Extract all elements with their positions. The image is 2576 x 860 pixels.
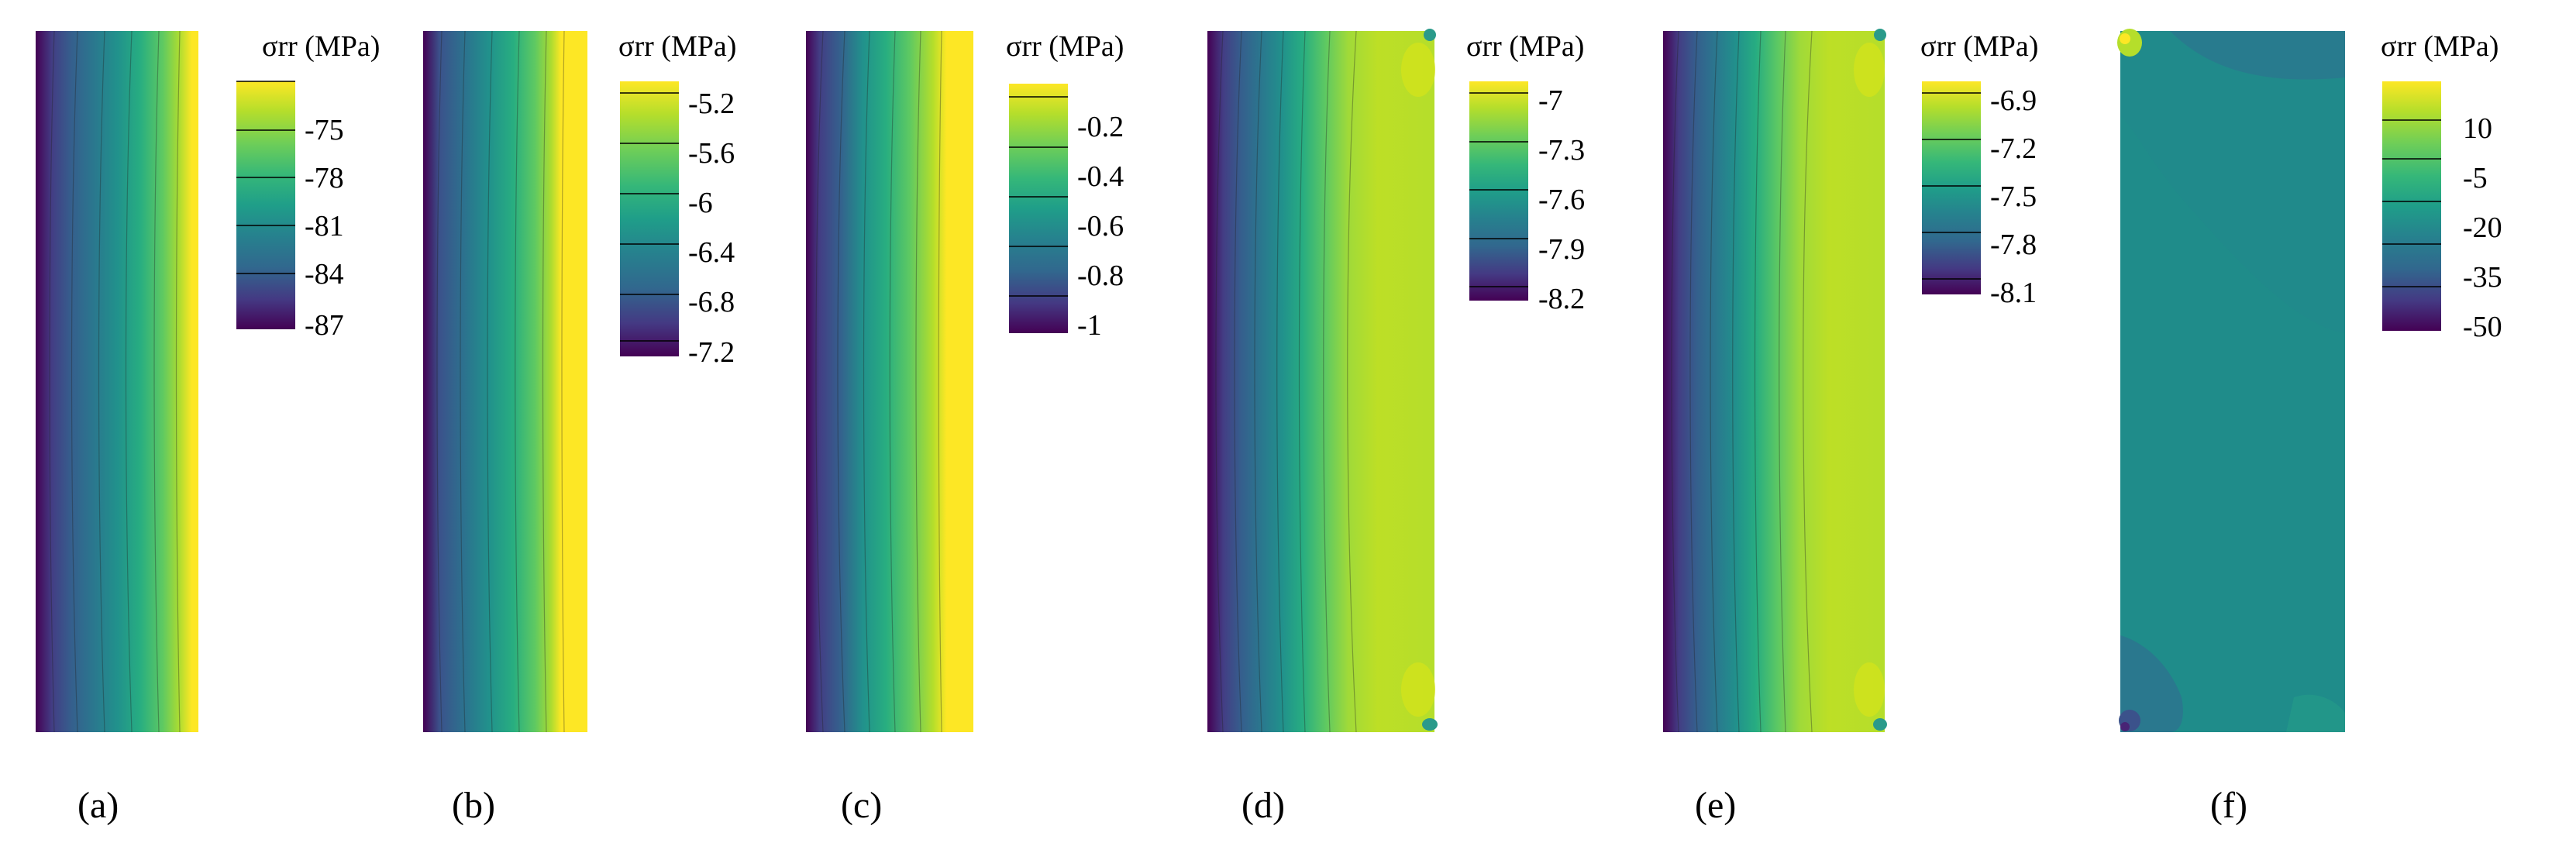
- colorbar-lines-d: [1469, 92, 1528, 287]
- caption-c: (c): [841, 785, 882, 826]
- contour-field-b: [423, 31, 587, 732]
- legend-tick: -0.8: [1077, 260, 1124, 292]
- legend-tick: -20: [2463, 212, 2502, 244]
- legend-tick: -78: [305, 162, 344, 194]
- panel-f: σrr (MPa) 10 -5 -20 -35 -50 (f): [2117, 29, 2502, 826]
- panel-e: σrr (MPa) -6.9 -7.2 -7.5 -7.8 -8.1 (e): [1663, 29, 2038, 826]
- legend-tick: -6.8: [688, 286, 735, 318]
- colorbar-lines-b: [620, 92, 679, 342]
- corner-features-e: [1854, 29, 1887, 731]
- panel-d: σrr (MPa) -7 -7.3 -7.6 -7.9 -8.2 (d): [1207, 29, 1585, 826]
- legend-title-c: σrr (MPa): [1006, 30, 1124, 63]
- legend-tick: -7.6: [1538, 184, 1585, 216]
- contour-lines-d: [1215, 30, 1357, 733]
- legend-tick: -8.1: [1990, 277, 2037, 309]
- legend-a: σrr (MPa) -75 -78 -81 -84 -87: [236, 30, 380, 342]
- legend-tick: -6.4: [688, 236, 735, 269]
- contour-lines-c: [815, 30, 942, 733]
- legend-tick: -6: [688, 187, 713, 219]
- caption-d: (d): [1242, 785, 1285, 826]
- legend-f: σrr (MPa) 10 -5 -20 -35 -50: [2381, 30, 2502, 343]
- contour-lines-a: [49, 30, 181, 733]
- colorbar-lines-f: [2382, 119, 2441, 287]
- colorbar-lines-a: [236, 81, 295, 274]
- legend-b: σrr (MPa) -5.2 -5.6 -6 -6.4 -6.8 -7.2: [618, 30, 736, 369]
- legend-tick: -8.2: [1538, 283, 1585, 315]
- colorbar-b: [620, 81, 679, 356]
- colorbar-d: [1469, 81, 1528, 301]
- legend-tick: -0.4: [1077, 160, 1124, 193]
- contour-lines-b: [436, 30, 565, 733]
- legend-title-a: σrr (MPa): [262, 30, 380, 63]
- legend-tick: -50: [2463, 311, 2502, 343]
- legend-tick: -87: [305, 309, 344, 342]
- colorbar-lines-c: [1009, 96, 1068, 297]
- legend-tick: -5: [2463, 162, 2488, 194]
- colorbar-f: [2382, 81, 2441, 331]
- legend-tick: -7.3: [1538, 134, 1585, 167]
- legend-tick: -84: [305, 258, 344, 291]
- colorbar-e: [1922, 81, 1981, 294]
- legend-tick: -5.6: [688, 137, 735, 170]
- colorbar-lines-e: [1922, 92, 1981, 280]
- colorbar-a: [236, 81, 295, 329]
- contour-field-e: [1663, 31, 1885, 732]
- legend-title-e: σrr (MPa): [1920, 30, 2038, 63]
- caption-b: (b): [452, 785, 495, 826]
- legend-tick: -0.2: [1077, 111, 1124, 143]
- panel-c: σrr (MPa) -0.2 -0.4 -0.6 -0.8 -1 (c): [806, 30, 1124, 826]
- contour-regions-f: [2117, 29, 2345, 732]
- legend-tick: -75: [305, 114, 344, 146]
- legend-title-f: σrr (MPa): [2381, 30, 2499, 63]
- legend-tick: -6.9: [1990, 84, 2037, 117]
- legend-tick: -7.5: [1990, 181, 2037, 213]
- legend-c: σrr (MPa) -0.2 -0.4 -0.6 -0.8 -1: [1006, 30, 1124, 342]
- legend-e: σrr (MPa) -6.9 -7.2 -7.5 -7.8 -8.1: [1920, 30, 2038, 309]
- contour-field-d: [1207, 31, 1434, 732]
- legend-tick: -7: [1538, 84, 1563, 117]
- caption-a: (a): [77, 785, 119, 826]
- legend-tick: 10: [2463, 112, 2492, 145]
- contour-lines-e: [1671, 30, 1813, 733]
- legend-tick: -1: [1077, 309, 1102, 342]
- legend-title-d: σrr (MPa): [1466, 30, 1584, 63]
- panel-b: σrr (MPa) -5.2 -5.6 -6 -6.4 -6.8 -7.2 (b…: [423, 30, 736, 826]
- legend-tick: -5.2: [688, 88, 735, 120]
- contour-field-c: [806, 31, 973, 732]
- legend-d: σrr (MPa) -7 -7.3 -7.6 -7.9 -8.2: [1466, 30, 1585, 315]
- legend-tick: -35: [2463, 261, 2502, 294]
- contour-field-a: [36, 31, 198, 732]
- caption-f: (f): [2210, 785, 2247, 826]
- colorbar-c: [1009, 84, 1068, 333]
- panel-a: σrr (MPa) -75 -78 -81 -84 -87 (a): [36, 30, 380, 826]
- legend-tick: -7.2: [688, 336, 735, 369]
- caption-e: (e): [1695, 785, 1736, 826]
- legend-title-b: σrr (MPa): [618, 30, 736, 63]
- corner-features-d: [1401, 29, 1438, 731]
- legend-tick: -81: [305, 210, 344, 243]
- legend-tick: -7.2: [1990, 132, 2037, 165]
- legend-tick: -7.9: [1538, 233, 1585, 266]
- legend-tick: -0.6: [1077, 210, 1124, 243]
- legend-tick: -7.8: [1990, 229, 2037, 261]
